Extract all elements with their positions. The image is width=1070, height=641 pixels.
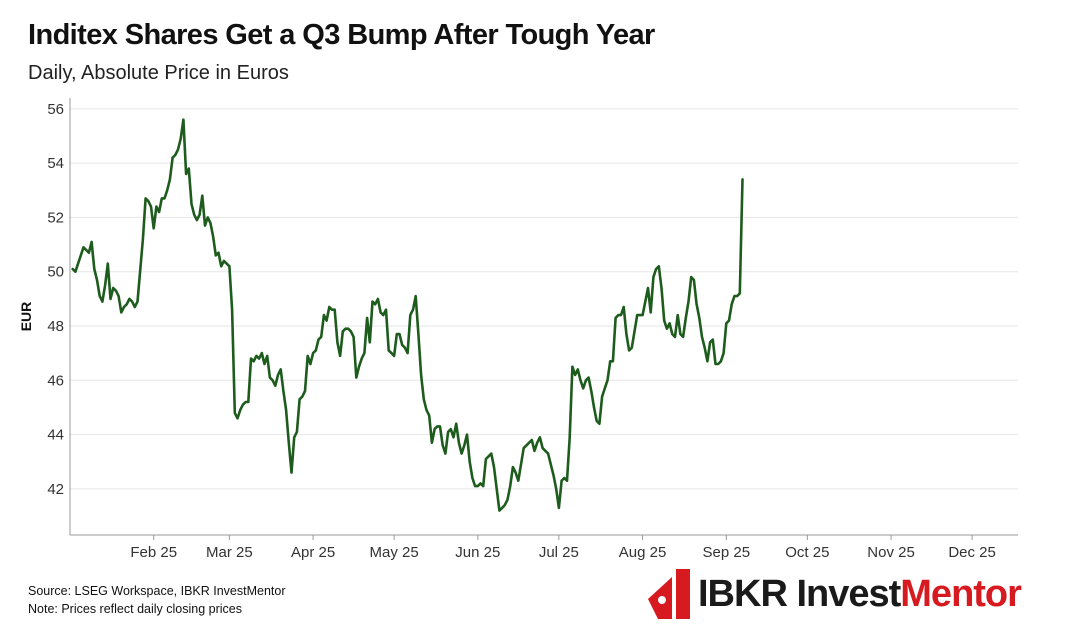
x-tick-label: Aug 25	[619, 544, 667, 561]
chart-footer: Source: LSEG Workspace, IBKR InvestMento…	[28, 582, 286, 618]
brand-name-part1: IBKR Invest	[698, 572, 901, 615]
y-tick-label: 50	[47, 264, 64, 281]
source-note: Source: LSEG Workspace, IBKR InvestMento…	[28, 584, 286, 598]
brand-logo: IBKR InvestMentor	[648, 568, 1022, 620]
y-tick-label: 46	[47, 372, 64, 389]
y-tick-label: 56	[47, 101, 64, 118]
x-tick-label: Nov 25	[867, 544, 915, 561]
x-tick-label: May 25	[370, 544, 419, 561]
x-tick-label: Sep 25	[703, 544, 751, 561]
brand-wordmark: IBKR InvestMentor	[698, 572, 1022, 616]
y-tick-label: 44	[47, 427, 64, 444]
ibkr-logo-icon	[648, 569, 690, 619]
y-tick-label: 42	[47, 481, 64, 498]
y-axis-label: EUR	[18, 302, 34, 332]
methodology-note: Note: Prices reflect daily closing price…	[28, 602, 242, 616]
x-tick-label: Jun 25	[455, 544, 500, 561]
chart-subtitle: Daily, Absolute Price in Euros	[28, 62, 289, 84]
price-series-line	[71, 118, 744, 512]
y-tick-label: 52	[47, 209, 64, 226]
y-tick-label: 54	[47, 155, 64, 172]
brand-name-part2: Mentor	[900, 572, 1022, 615]
x-tick-label: Oct 25	[785, 544, 829, 561]
x-tick-label: Jul 25	[539, 544, 579, 561]
x-tick-label: Dec 25	[948, 544, 996, 561]
x-tick-label: Apr 25	[291, 544, 335, 561]
y-tick-label: 48	[47, 318, 64, 335]
chart-title: Inditex Shares Get a Q3 Bump After Tough…	[28, 19, 655, 51]
x-tick-label: Mar 25	[206, 544, 253, 561]
x-tick-label: Feb 25	[130, 544, 177, 561]
